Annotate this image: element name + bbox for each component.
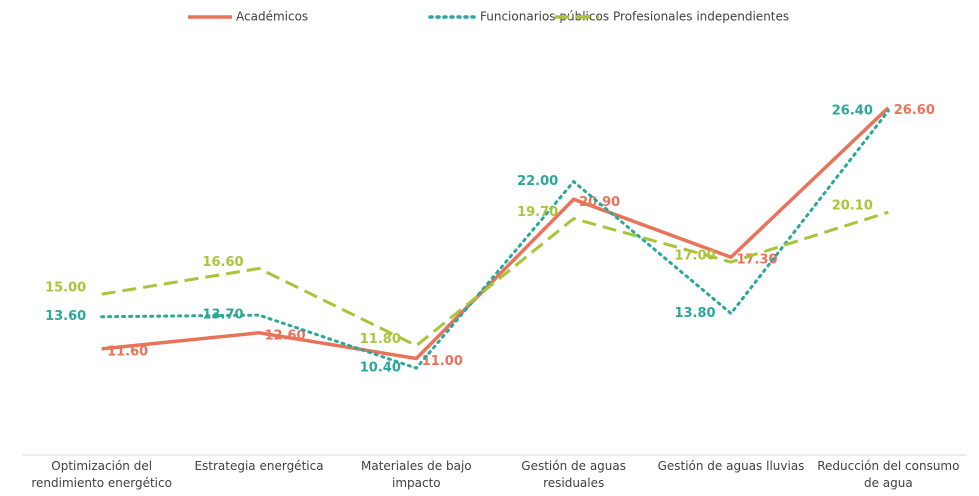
data-label: 17.00 [674,249,715,264]
data-label: 20.10 [832,199,873,214]
legend-label: Profesionales independientes [613,10,789,24]
x-tick-label: Reducción del consumo de agua [817,459,960,490]
data-label: 11.60 [107,344,148,359]
data-label: 26.60 [894,103,935,118]
data-label: 19.70 [517,205,558,220]
data-label: 10.40 [360,361,401,376]
data-label: 11.00 [422,354,463,369]
legend-label: Académicos [236,10,308,24]
data-label: 11.80 [360,332,401,347]
data-label: 22.00 [517,174,558,189]
x-tick-label: Optimización del rendimiento energético [31,459,172,490]
x-tick-label: Estrategia energética [194,459,324,473]
data-label: 12.60 [264,328,305,343]
data-label: 13.80 [674,306,715,321]
data-label: 13.70 [202,308,243,323]
data-label: 15.00 [45,281,86,296]
x-tick-label: Materiales de bajo impacto [360,459,472,490]
data-label: 20.90 [579,195,620,210]
data-label: 13.60 [45,309,86,324]
x-tick-label: Gestión de aguas lluvias [657,459,805,473]
series-line [101,210,889,348]
legend-label: Funcionarios públicos [480,10,609,24]
series-line [100,109,890,370]
data-label: 26.40 [832,103,873,118]
data-label: 16.60 [202,255,243,270]
x-tick-label: Gestión de aguas residuales [521,459,627,490]
series-line [101,106,890,361]
